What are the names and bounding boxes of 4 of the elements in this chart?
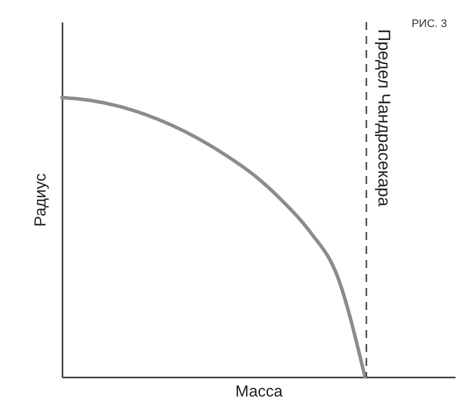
text: Предел Чандрасекара [374, 29, 394, 206]
y-axis-title: Радиус [32, 173, 50, 227]
x-axis-title: Масса [235, 384, 283, 400]
text: РИС. 3 [412, 18, 447, 30]
